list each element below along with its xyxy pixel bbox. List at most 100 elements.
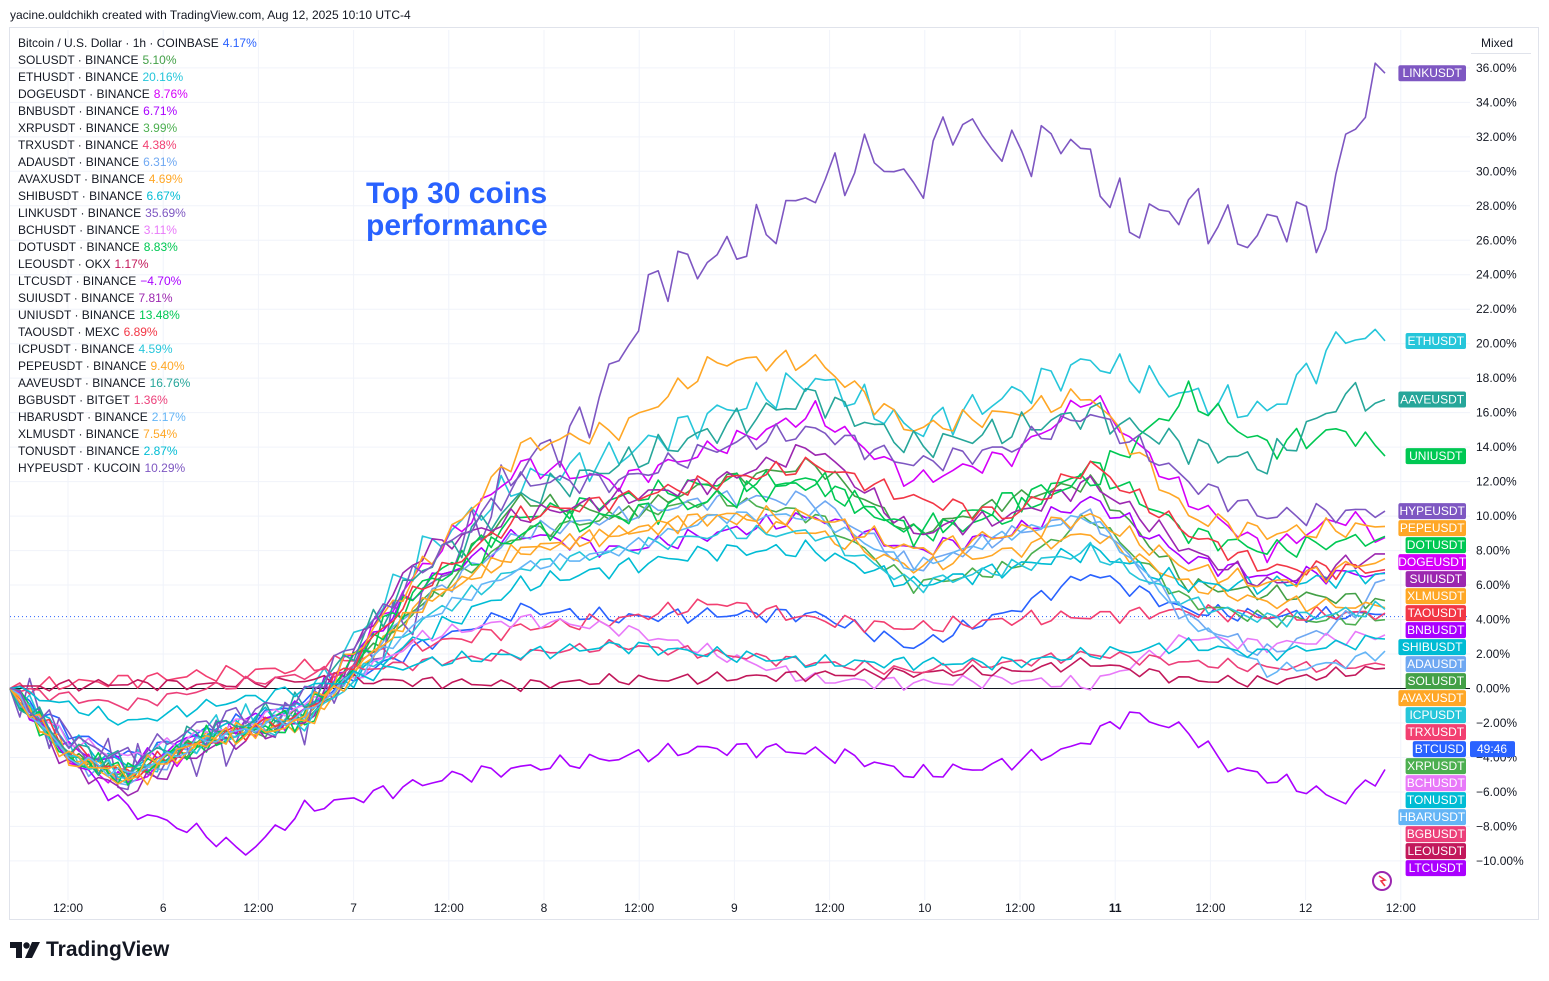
x-tick-label: 11: [1109, 901, 1122, 915]
series-line-pepeusdt[interactable]: [9, 349, 1386, 786]
legend-row-suiusdt[interactable]: SUIUSDT · BINANCE 7.81%: [18, 290, 257, 307]
y-tick-label: 14.00%: [1476, 440, 1517, 454]
legend-row-aaveusdt[interactable]: AAVEUSDT · BINANCE 16.76%: [18, 375, 257, 392]
legend-row-taousdt[interactable]: TAOUSDT · MEXC 6.89%: [18, 324, 257, 341]
legend-symbol: TRXUSDT · BINANCE: [18, 138, 139, 152]
legend-row-xlmusdt[interactable]: XLMUSDT · BINANCE 7.54%: [18, 426, 257, 443]
annotation-line-2: performance: [366, 209, 548, 242]
tag-ethusdt[interactable]: ETHUSDT: [1405, 332, 1466, 349]
tag-bnbusdt[interactable]: BNBUSDT: [1405, 622, 1466, 639]
tag-hbarusdt[interactable]: HBARUSDT: [1398, 809, 1466, 826]
tag-pepeusdt[interactable]: PEPEUSDT: [1398, 520, 1466, 537]
y-tick-label: 18.00%: [1476, 371, 1517, 385]
legend-row-uniusdt[interactable]: UNIUSDT · BINANCE 13.48%: [18, 307, 257, 324]
legend-row-icpusdt[interactable]: ICPUSDT · BINANCE 4.59%: [18, 341, 257, 358]
tag-ltcusdt[interactable]: LTCUSDT: [1405, 860, 1466, 877]
legend-change: 6.89%: [123, 325, 158, 339]
legend-row-trxusdt[interactable]: TRXUSDT · BINANCE 4.38%: [18, 137, 257, 154]
legend-symbol: SOLUSDT · BINANCE: [18, 53, 139, 67]
series-line-ltcusdt[interactable]: [9, 687, 1386, 856]
tag-suiusdt[interactable]: SUIUSDT: [1405, 571, 1466, 588]
tag-dogeusdt[interactable]: DOGEUSDT: [1398, 554, 1467, 571]
replay-icon[interactable]: [1372, 871, 1392, 891]
tag-leousdt[interactable]: LEOUSDT: [1405, 843, 1466, 860]
tag-trxusdt[interactable]: TRXUSDT: [1405, 724, 1466, 741]
series-line-tonusdt[interactable]: [9, 634, 1386, 726]
legend-row-ethusdt[interactable]: ETHUSDT · BINANCE 20.16%: [18, 69, 257, 86]
legend-symbol: SHIBUSDT · BINANCE: [18, 189, 143, 203]
legend-row-bchusdt[interactable]: BCHUSDT · BINANCE 3.11%: [18, 222, 257, 239]
series-line-hypeusdt[interactable]: [9, 413, 1386, 765]
legend-row-btcusd[interactable]: Bitcoin / U.S. Dollar · 1h · COINBASE 4.1…: [18, 35, 257, 52]
legend-symbol: LTCUSDT · BINANCE: [18, 274, 137, 288]
tag-adausdt[interactable]: ADAUSDT: [1405, 656, 1466, 673]
legend-row-avaxusdt[interactable]: AVAXUSDT · BINANCE 4.69%: [18, 171, 257, 188]
legend-row-pepeusdt[interactable]: PEPEUSDT · BINANCE 9.40%: [18, 358, 257, 375]
x-tick-label: 12:00: [1005, 901, 1035, 915]
tag-icpusdt[interactable]: ICPUSDT: [1405, 707, 1466, 724]
legend-row-solusdt[interactable]: SOLUSDT · BINANCE 5.10%: [18, 52, 257, 69]
series-line-leousdt[interactable]: [9, 657, 1386, 693]
legend-row-leousdt[interactable]: LEOUSDT · OKX 1.17%: [18, 256, 257, 273]
tag-dotusdt[interactable]: DOTUSDT: [1405, 537, 1466, 554]
tag-uniusdt[interactable]: UNIUSDT: [1405, 448, 1466, 465]
series-line-btcusd[interactable]: [9, 574, 1385, 761]
chart-header: yacine.ouldchikh created with TradingVie…: [10, 8, 411, 22]
series-line-taousdt[interactable]: [9, 456, 1386, 779]
tag-label: BNBUSDT: [1407, 623, 1465, 637]
tag-avaxusdt[interactable]: AVAXUSDT: [1398, 690, 1466, 707]
y-axis: −10.00%−8.00%−6.00%−4.00%−2.00%0.00%2.00…: [1476, 61, 1524, 868]
legend-row-linkusdt[interactable]: LINKUSDT · BINANCE 35.69%: [18, 205, 257, 222]
legend-change: 4.17%: [222, 36, 257, 50]
legend-row-bgbusdt[interactable]: BGBUSDT · BITGET 1.36%: [18, 392, 257, 409]
series-line-dotusdt[interactable]: [9, 460, 1386, 786]
y-tick-label: −8.00%: [1476, 819, 1517, 833]
y-tick-label: 6.00%: [1476, 578, 1510, 592]
tag-label: BGBUSDT: [1407, 827, 1466, 841]
tag-taousdt[interactable]: TAOUSDT: [1405, 605, 1466, 622]
tag-bchusdt[interactable]: BCHUSDT: [1405, 775, 1466, 792]
legend-change: 10.29%: [144, 461, 186, 475]
tag-bgbusdt[interactable]: BGBUSDT: [1405, 826, 1466, 843]
legend-symbol: ADAUSDT · BINANCE: [18, 155, 140, 169]
legend-change: 6.31%: [143, 155, 178, 169]
legend-symbol: HBARUSDT · BINANCE: [18, 410, 148, 424]
series-line-bgbusdt[interactable]: [9, 638, 1386, 711]
series-line-xlmusdt[interactable]: [9, 505, 1386, 781]
scale-mode-button[interactable]: Mixed: [1471, 32, 1531, 54]
series-line-suiusdt[interactable]: [9, 444, 1385, 797]
legend-row-ltcusdt[interactable]: LTCUSDT · BINANCE −4.70%: [18, 273, 257, 290]
tradingview-logo[interactable]: TradingView: [10, 938, 169, 962]
legend-row-dogeusdt[interactable]: DOGEUSDT · BINANCE 8.76%: [18, 86, 257, 103]
tag-aaveusdt[interactable]: AAVEUSDT: [1398, 391, 1466, 408]
x-tick-label: 12:00: [624, 901, 654, 915]
series-line-trxusdt[interactable]: [9, 598, 1386, 695]
tag-xrpusdt[interactable]: XRPUSDT: [1405, 758, 1466, 775]
tag-tonusdt[interactable]: TONUSDT: [1405, 792, 1466, 809]
series-line-hbarusdt[interactable]: [9, 508, 1386, 777]
series-line-aaveusdt[interactable]: [9, 381, 1386, 778]
tag-xlmusdt[interactable]: XLMUSDT: [1405, 588, 1466, 605]
legend-symbol: ETHUSDT · BINANCE: [18, 70, 139, 84]
y-tick-label: −10.00%: [1476, 854, 1524, 868]
legend-row-adausdt[interactable]: ADAUSDT · BINANCE 6.31%: [18, 154, 257, 171]
legend-row-bnbusdt[interactable]: BNBUSDT · BINANCE 6.71%: [18, 103, 257, 120]
series-line-icpusdt[interactable]: [9, 524, 1386, 780]
legend-row-shibusdt[interactable]: SHIBUSDT · BINANCE 6.67%: [18, 188, 257, 205]
legend-row-tonusdt[interactable]: TONUSDT · BINANCE 2.87%: [18, 443, 257, 460]
legend-symbol: UNIUSDT · BINANCE: [18, 308, 136, 322]
tag-solusdt[interactable]: SOLUSDT: [1405, 673, 1466, 690]
legend-row-hbarusdt[interactable]: HBARUSDT · BINANCE 2.17%: [18, 409, 257, 426]
tag-shibusdt[interactable]: SHIBUSDT: [1398, 639, 1466, 656]
tag-linkusdt[interactable]: LINKUSDT: [1398, 65, 1466, 82]
comparison-chart[interactable]: −10.00%−8.00%−6.00%−4.00%−2.00%0.00%2.00…: [0, 0, 1549, 920]
tag-hypeusdt[interactable]: HYPEUSDT: [1398, 503, 1466, 520]
y-tick-label: 26.00%: [1476, 233, 1517, 247]
tag-btcusd[interactable]: BTCUSD 49:46: [1412, 741, 1515, 758]
y-tick-label: 36.00%: [1476, 61, 1517, 75]
brand-name: TradingView: [46, 938, 170, 961]
series-tags: LINKUSDT ETHUSDT AAVEUSDT UNIUSDT HYPEUSDT PE…: [1398, 65, 1515, 877]
legend-row-xrpusdt[interactable]: XRPUSDT · BINANCE 3.99%: [18, 120, 257, 137]
legend-row-dotusdt[interactable]: DOTUSDT · BINANCE 8.83%: [18, 239, 257, 256]
legend-row-hypeusdt[interactable]: HYPEUSDT · KUCOIN 10.29%: [18, 460, 257, 477]
